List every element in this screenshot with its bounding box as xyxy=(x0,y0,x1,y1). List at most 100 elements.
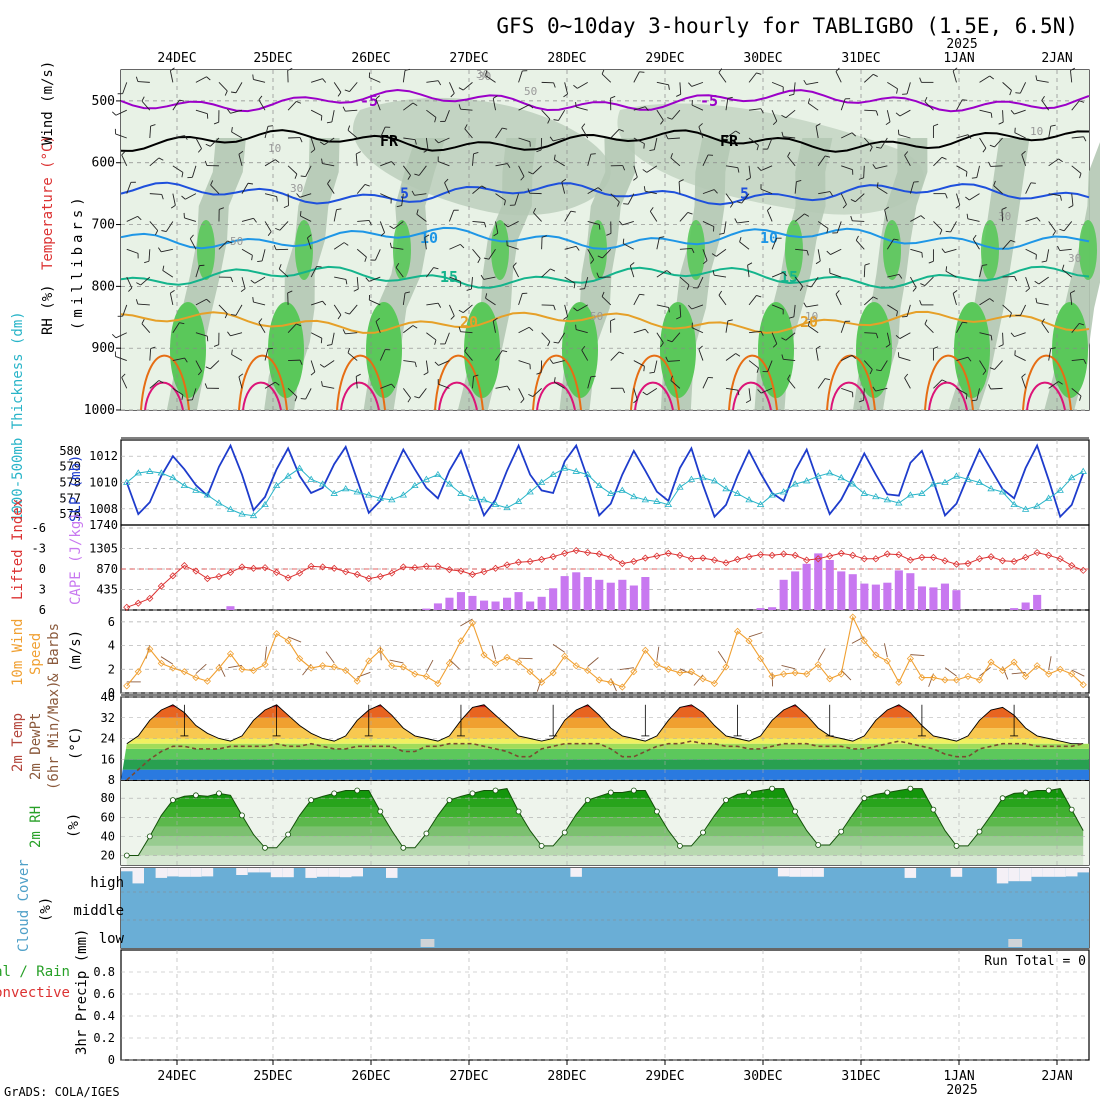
wind-speed-marker xyxy=(157,659,165,667)
wind-barb-flag xyxy=(343,242,349,246)
pressure-tick-label: 800 xyxy=(92,279,115,294)
top-date-label: 29DEC xyxy=(645,51,684,66)
wind-barb-flag xyxy=(231,349,233,355)
wind-barb xyxy=(518,165,525,177)
wind-barb xyxy=(253,301,266,306)
wind-barb-flag xyxy=(590,375,596,378)
wind-barb-flag xyxy=(154,230,159,236)
wind-barb-flag xyxy=(1079,395,1082,401)
wind-barb-flag xyxy=(434,117,437,123)
wind-barb-flag xyxy=(481,185,487,189)
wind-barb xyxy=(115,133,127,139)
wind-barb-flag xyxy=(391,161,396,166)
wind-barb-flag xyxy=(283,205,289,209)
thickness-marker xyxy=(549,470,557,477)
wind-barb xyxy=(748,165,751,178)
wind-barb-flag xyxy=(414,139,417,145)
wind-barb xyxy=(1048,126,1052,139)
wind-barb-flag xyxy=(464,346,468,352)
wind-barb-flag xyxy=(536,149,542,153)
wind-barb xyxy=(1002,110,1004,123)
wind-barb xyxy=(218,304,228,314)
wind-barb xyxy=(725,387,738,391)
rh-marker xyxy=(169,797,176,803)
wind-barb-flag xyxy=(128,287,133,292)
wind-barb-flag xyxy=(473,374,479,377)
wind-barb xyxy=(924,323,934,334)
wind-barb xyxy=(576,106,588,111)
wind-speed-marker xyxy=(572,662,580,670)
wind-barb-flag xyxy=(502,350,508,353)
wind-barb xyxy=(172,135,185,139)
wind-barb-flag xyxy=(1041,95,1045,101)
isotherm-line xyxy=(140,354,190,411)
wind-barb xyxy=(956,134,969,139)
wind-barb xyxy=(355,153,358,166)
wind-speed-marker xyxy=(1010,658,1018,666)
wind-barb xyxy=(444,110,450,122)
rh-marker xyxy=(861,795,868,802)
wind-barb xyxy=(141,323,151,334)
wind-barb xyxy=(793,304,796,317)
lifted-index-marker xyxy=(330,564,338,572)
wind-barb xyxy=(300,215,312,222)
wind-barb-flag xyxy=(389,242,392,248)
wind-barb xyxy=(333,242,345,250)
chart-title: GFS 0~10day 3-hourly for TABLIGBO (1.5E,… xyxy=(496,14,1078,38)
wind-barb xyxy=(1071,323,1080,334)
wind-speed-marker xyxy=(791,669,799,677)
wind-speed-marker xyxy=(653,660,661,669)
wind-barb xyxy=(1062,269,1072,278)
wind-barb-flag xyxy=(575,246,580,251)
wind-barb-flag xyxy=(667,117,673,120)
wind-barb xyxy=(492,98,496,111)
wind-barb-flag xyxy=(760,108,764,114)
wind-barb xyxy=(121,154,128,167)
wind-barb xyxy=(533,212,542,222)
wind-speed-marker xyxy=(641,646,649,654)
wind-barb xyxy=(884,209,888,222)
thickness-marker xyxy=(146,467,154,474)
wind-speed-marker xyxy=(733,627,742,635)
wind-speed-marker xyxy=(261,660,269,669)
wind-speed-marker xyxy=(273,630,281,638)
wind-barb-flag xyxy=(480,274,485,280)
wind-speed-marker xyxy=(1056,665,1064,673)
wind-barb xyxy=(1046,249,1050,262)
wind-barb-flag xyxy=(678,179,684,183)
wind-barb xyxy=(230,109,243,114)
wind-barb xyxy=(748,108,762,111)
wind-barb xyxy=(909,276,917,288)
wind-speed-marker xyxy=(780,670,788,678)
isotherm-line xyxy=(928,381,968,411)
thickness-marker xyxy=(399,491,408,498)
cape-bar xyxy=(814,553,823,610)
wind-barb xyxy=(697,276,704,289)
thickness-marker xyxy=(526,488,534,495)
wind-speed-marker xyxy=(906,655,914,663)
wind-barb xyxy=(438,383,450,389)
cape-bar xyxy=(825,560,834,610)
lifted-index-marker xyxy=(123,603,131,611)
wind-barb xyxy=(1025,248,1037,255)
wind-barb-flag xyxy=(170,204,176,209)
wind-barb xyxy=(952,293,957,306)
thickness-marker xyxy=(906,491,915,498)
wind-barb xyxy=(264,193,277,197)
lifted-index-marker xyxy=(733,555,742,563)
wind-barb xyxy=(748,360,759,369)
wind-barb xyxy=(402,165,411,176)
cloud-high-bar xyxy=(570,868,582,877)
lifted-index-marker xyxy=(676,551,684,559)
wind-barb-flag xyxy=(737,167,740,173)
wind-barb xyxy=(507,245,519,250)
cape-bar xyxy=(456,592,465,610)
wind-barb xyxy=(794,276,804,287)
wind-barb xyxy=(863,137,873,148)
wind-barb-flag xyxy=(920,283,926,286)
lifted-index-marker xyxy=(353,570,361,579)
bottom-date-label: 30DEC xyxy=(743,1069,782,1084)
wind-barb xyxy=(1071,136,1084,139)
wind-barb-flag xyxy=(893,238,899,241)
wind-barb xyxy=(518,137,531,143)
